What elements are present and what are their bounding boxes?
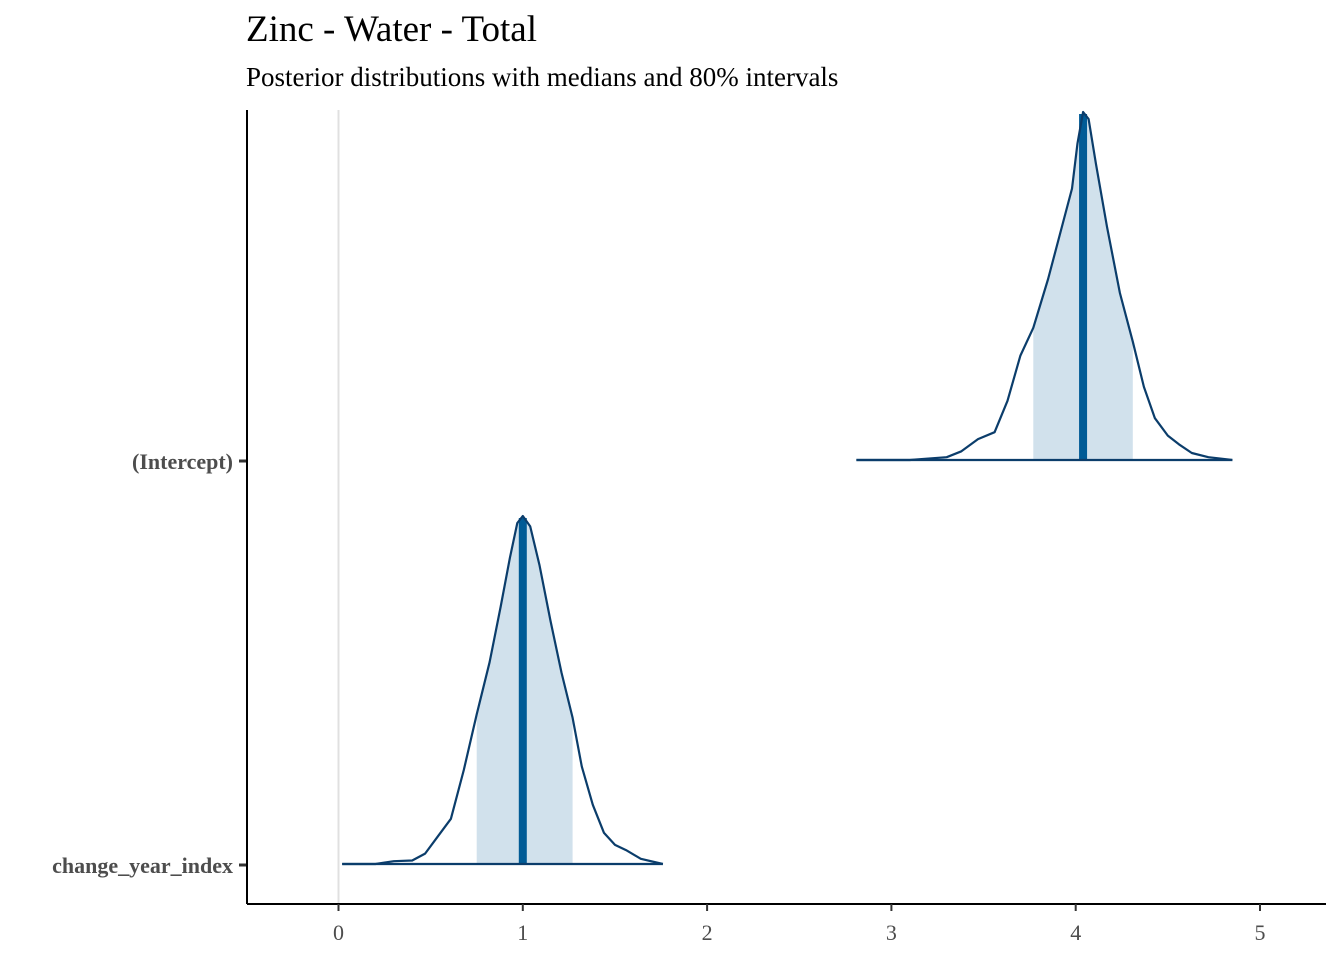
x-tick-label: 1 [517,920,528,945]
chart-subtitle: Posterior distributions with medians and… [246,62,839,92]
x-tick-label: 0 [333,920,344,945]
x-tick-label: 4 [1070,920,1081,945]
density-curve [856,110,1233,462]
x-tick-label: 5 [1255,920,1266,945]
y-tick-label: change_year_index [52,853,233,878]
series-layer [342,110,1233,866]
axes-layer: (Intercept) change_year_index 0 1 2 3 4 5 [52,110,1326,945]
density-curve [342,514,664,866]
ridge--intercept- [856,110,1233,462]
chart-title: Zinc - Water - Total [246,9,538,50]
x-tick-label: 3 [886,920,897,945]
y-tick-label: (Intercept) [132,449,233,474]
x-tick-label: 2 [702,920,713,945]
ridge-change-year-index [342,514,664,866]
